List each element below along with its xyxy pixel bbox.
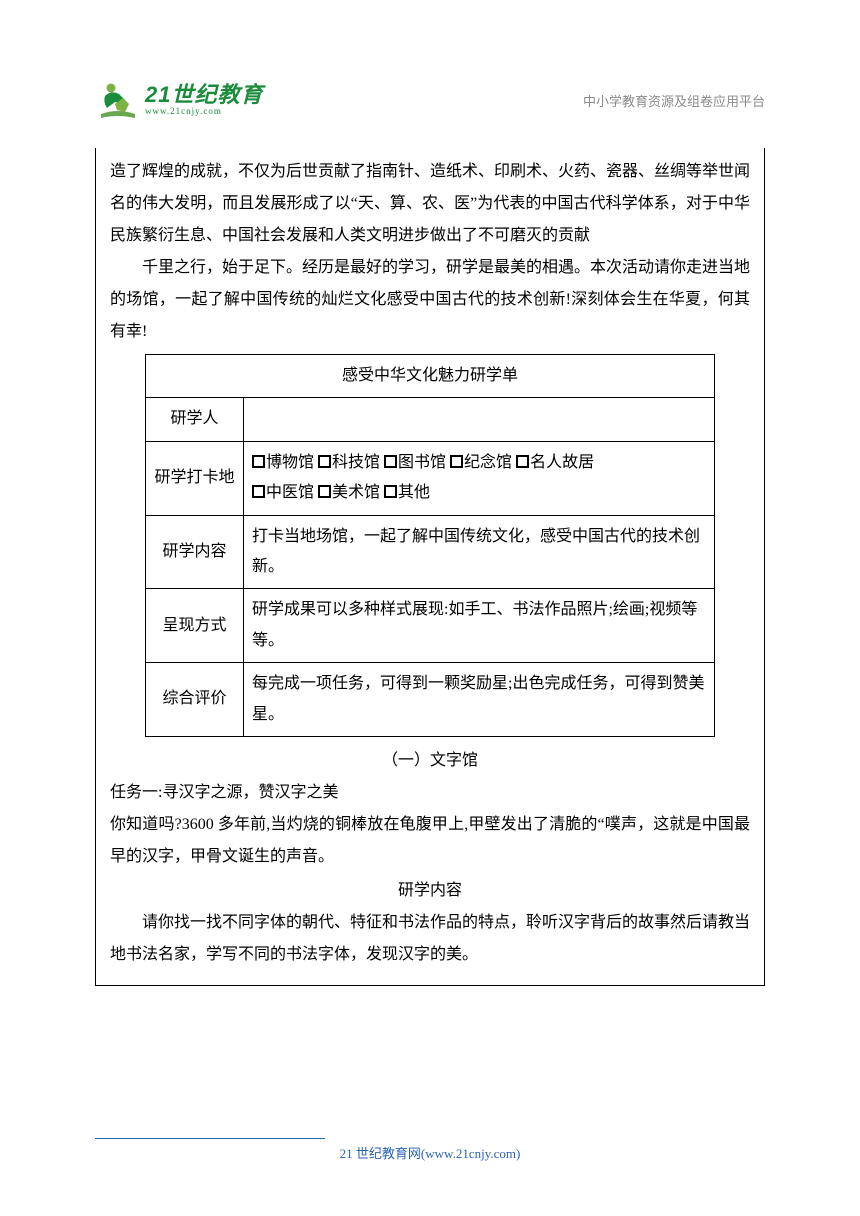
checkbox-icon[interactable]	[384, 455, 397, 468]
task-heading: 任务一:寻汉字之源，赞汉字之美	[110, 777, 750, 809]
row-value	[244, 398, 715, 441]
checkbox-icon[interactable]	[384, 485, 397, 498]
table-row: 研学人	[146, 398, 715, 441]
logo-text-block: 21世纪教育 www.21cnjy.com	[145, 83, 263, 117]
sub-heading: 研学内容	[110, 875, 750, 907]
row-label: 研学人	[146, 398, 244, 441]
logo-sub-text: www.21cnjy.com	[145, 107, 263, 117]
paragraph-1: 造了辉煌的成就，不仅为后世贡献了指南针、造纸术、印刷术、火药、瓷器、丝绸等举世闻…	[110, 156, 750, 252]
row-label: 研学打卡地	[146, 441, 244, 515]
table-row: 研学打卡地 博物馆 科技馆 图书馆 纪念馆 名人故居 中医馆 美术馆 其他	[146, 441, 715, 515]
logo-icon	[95, 78, 139, 122]
checkbox-icon[interactable]	[252, 455, 265, 468]
row-label: 综合评价	[146, 663, 244, 737]
table-row: 呈现方式 研学成果可以多种样式展现:如手工、书法作品照片;绘画;视频等等。	[146, 589, 715, 663]
logo-main-text: 21世纪教育	[145, 83, 263, 107]
footer-divider	[95, 1138, 325, 1139]
page-header: 21世纪教育 www.21cnjy.com 中小学教育资源及组卷应用平台	[95, 70, 765, 130]
section-heading: （一）文字馆	[110, 745, 750, 777]
checkbox-icon[interactable]	[450, 455, 463, 468]
table-title: 感受中华文化魅力研学单	[146, 355, 715, 398]
row-label: 研学内容	[146, 515, 244, 589]
task-paragraph: 你知道吗?3600 多年前,当灼烧的铜棒放在龟腹甲上,甲壁发出了清脆的“噗声，这…	[110, 809, 750, 873]
study-form-table: 感受中华文化魅力研学单 研学人 研学打卡地 博物馆 科技馆 图书馆 纪念馆 名人…	[145, 354, 715, 737]
checkbox-icon[interactable]	[318, 485, 331, 498]
header-right-text: 中小学教育资源及组卷应用平台	[583, 91, 765, 110]
checkbox-icon[interactable]	[318, 455, 331, 468]
row-label: 呈现方式	[146, 589, 244, 663]
checkbox-icon[interactable]	[252, 485, 265, 498]
logo-area: 21世纪教育 www.21cnjy.com	[95, 78, 263, 122]
row-value: 每完成一项任务，可得到一颗奖励星;出色完成任务，可得到赞美星。	[244, 663, 715, 737]
sub-paragraph: 请你找一找不同字体的朝代、特征和书法作品的特点，聆听汉字背后的故事然后请教当地书…	[110, 907, 750, 971]
footer-text: 21 世纪教育网(www.21cnjy.com)	[95, 1143, 765, 1162]
row-value: 打卡当地场馆，一起了解中国传统文化，感受中国古代的技术创新。	[244, 515, 715, 589]
table-title-row: 感受中华文化魅力研学单	[146, 355, 715, 398]
page-footer: 21 世纪教育网(www.21cnjy.com)	[95, 1138, 765, 1162]
table-row: 研学内容 打卡当地场馆，一起了解中国传统文化，感受中国古代的技术创新。	[146, 515, 715, 589]
checkbox-options-cell: 博物馆 科技馆 图书馆 纪念馆 名人故居 中医馆 美术馆 其他	[244, 441, 715, 515]
checkbox-icon[interactable]	[516, 455, 529, 468]
row-value: 研学成果可以多种样式展现:如手工、书法作品照片;绘画;视频等等。	[244, 589, 715, 663]
content-box: 造了辉煌的成就，不仅为后世贡献了指南针、造纸术、印刷术、火药、瓷器、丝绸等举世闻…	[95, 148, 765, 986]
page: 21世纪教育 www.21cnjy.com 中小学教育资源及组卷应用平台 造了辉…	[0, 0, 860, 1216]
paragraph-2: 千里之行，始于足下。经历是最好的学习，研学是最美的相遇。本次活动请你走进当地的场…	[110, 252, 750, 348]
table-row: 综合评价 每完成一项任务，可得到一颗奖励星;出色完成任务，可得到赞美星。	[146, 663, 715, 737]
